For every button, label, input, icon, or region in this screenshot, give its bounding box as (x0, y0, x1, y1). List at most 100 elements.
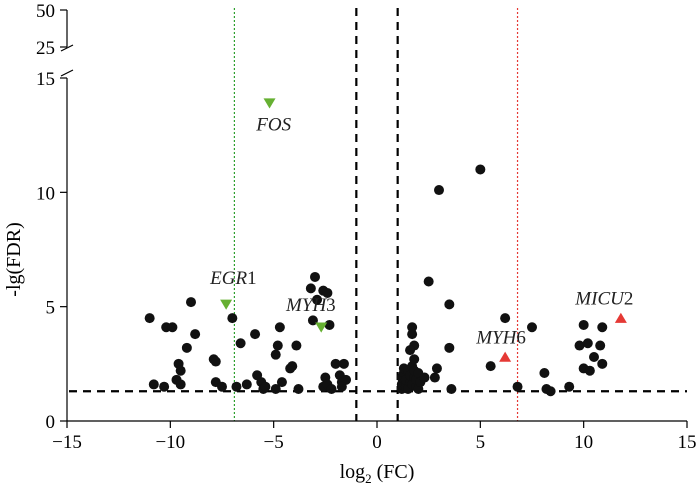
y-tick-label-3: 15 (36, 69, 55, 90)
data-point-16 (227, 313, 238, 324)
y-tick-label-2: 10 (36, 183, 55, 204)
data-point-81 (444, 299, 455, 310)
data-point-48 (338, 358, 349, 369)
x-axis-label: log2 (FC) (340, 461, 415, 486)
data-point-40 (324, 319, 335, 330)
y-break-tick-label-1: 50 (36, 1, 55, 22)
data-point-28 (270, 383, 281, 394)
highlight-label-micu2: MICU2 (574, 288, 633, 309)
gene-name: FOS (255, 115, 291, 136)
x-tick-label-0: −15 (52, 432, 82, 453)
highlight-marker-myh6 (499, 351, 512, 362)
data-point-29 (276, 377, 287, 388)
gene-number: 2 (624, 288, 634, 309)
data-point-70 (407, 322, 418, 333)
data-point-26 (272, 340, 283, 351)
data-point-9 (181, 342, 192, 353)
data-point-39 (322, 287, 333, 298)
data-point-88 (527, 322, 537, 333)
data-point-44 (326, 383, 337, 394)
data-point-20 (250, 329, 261, 340)
x-axis-label-subscript: 2 (365, 471, 372, 486)
y-axis-label: -lg(FDR) (3, 222, 25, 296)
x-tick-label-3: 0 (372, 432, 382, 453)
highlight-label-fos: FOS (255, 115, 291, 136)
gene-number: 6 (516, 327, 526, 348)
gene-name: MYH (285, 295, 327, 316)
y-tick-label-0: 0 (46, 412, 56, 433)
data-point-91 (545, 386, 556, 397)
x-axis-label-base: log (340, 461, 366, 483)
data-point-32 (291, 340, 302, 351)
highlight-label-myh3: MYH3 (285, 295, 336, 316)
y-tick-label-1: 5 (46, 298, 56, 319)
data-point-80 (434, 185, 444, 196)
gene-name: EGR (209, 268, 247, 289)
data-point-93 (574, 340, 585, 351)
gene-number: 3 (326, 295, 336, 316)
data-point-94 (578, 319, 589, 330)
data-point-99 (595, 340, 606, 351)
highlight-label-egr1: EGR1 (209, 268, 256, 289)
data-point-25 (270, 349, 281, 360)
data-point-86 (500, 313, 511, 324)
x-tick-label-6: 15 (678, 432, 697, 453)
data-point-6 (175, 379, 186, 390)
gene-number: 1 (247, 268, 257, 289)
x-tick-label-2: −5 (264, 432, 284, 453)
data-point-92 (564, 381, 575, 392)
x-tick-label-4: 5 (476, 432, 486, 453)
axis-break-mark-bottom (60, 69, 74, 77)
data-point-13 (210, 356, 221, 367)
highlight-marker-egr1 (220, 299, 233, 310)
axis-break-mark-top (60, 44, 74, 52)
data-point-10 (186, 297, 196, 308)
data-point-85 (485, 361, 496, 372)
x-axis-label-rest: (FC) (372, 461, 415, 483)
y-break-tick-label-0: 25 (36, 38, 55, 59)
data-point-18 (241, 379, 252, 390)
data-point-37 (312, 294, 323, 305)
data-point-5 (175, 365, 186, 376)
data-point-35 (310, 271, 320, 282)
data-point-89 (539, 367, 550, 378)
data-point-71 (407, 329, 418, 340)
data-point-31 (287, 361, 298, 372)
data-point-84 (475, 164, 486, 175)
data-point-8 (148, 379, 159, 390)
data-point-2 (167, 322, 178, 333)
axes: −15 −10 −5 0 5 10 15 0 5 10 15 25 50 (36, 1, 697, 453)
data-point-96 (582, 338, 593, 349)
data-point-33 (293, 383, 304, 394)
data-point-87 (512, 381, 523, 392)
data-point-83 (444, 342, 455, 353)
data-point-100 (597, 322, 608, 333)
data-point-11 (190, 329, 201, 340)
highlight-label-myh6: MYH6 (475, 327, 526, 348)
data-point-98 (589, 351, 599, 362)
highlight-marker-fos (263, 98, 276, 109)
highlight-marker-micu2 (614, 312, 627, 323)
data-points (144, 164, 608, 397)
x-tick-label-5: 10 (574, 432, 593, 453)
data-point-50 (336, 381, 347, 392)
data-point-34 (305, 283, 316, 294)
data-point-97 (584, 365, 595, 376)
data-point-82 (446, 383, 457, 394)
data-point-36 (307, 315, 318, 326)
data-point-76 (419, 372, 430, 383)
data-point-7 (159, 381, 170, 392)
data-point-0 (144, 313, 155, 324)
data-point-73 (409, 354, 420, 365)
data-point-45 (330, 358, 341, 369)
data-point-79 (431, 363, 442, 374)
data-point-74 (405, 345, 416, 356)
x-tick-label-1: −10 (155, 432, 185, 453)
data-point-78 (429, 372, 440, 383)
data-point-15 (217, 381, 227, 392)
gene-name: MYH (475, 327, 517, 348)
data-point-24 (260, 381, 271, 392)
highlight-marker-myh3 (315, 322, 328, 333)
